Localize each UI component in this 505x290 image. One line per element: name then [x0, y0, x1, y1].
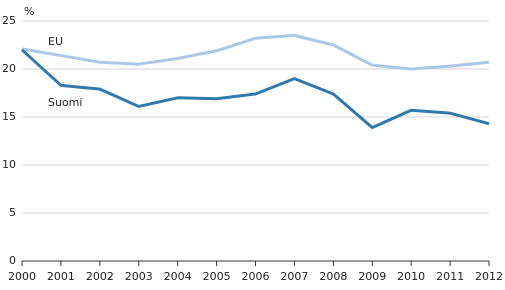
y-tick-label: 20 — [2, 62, 16, 75]
x-tick-label: 2008 — [319, 270, 347, 283]
x-tick-label: 2003 — [125, 270, 153, 283]
y-tick-label: 10 — [2, 158, 16, 171]
x-tick-label: 2005 — [203, 270, 231, 283]
x-tick-label: 2011 — [436, 270, 464, 283]
x-tick-label: 2006 — [242, 270, 270, 283]
series-line — [21, 33, 490, 71]
x-tick-label: 2009 — [358, 270, 386, 283]
x-tick-label: 2000 — [8, 270, 36, 283]
x-tick-label: 2010 — [397, 270, 425, 283]
series-label: EU — [48, 35, 63, 48]
y-axis-label: % — [24, 5, 34, 18]
x-tick-label: 2007 — [280, 270, 308, 283]
series-line — [20, 48, 490, 130]
y-tick-label: 25 — [2, 14, 16, 27]
x-tick-label: 2002 — [86, 270, 114, 283]
x-tick-label: 2004 — [164, 270, 192, 283]
y-tick-label: 5 — [9, 206, 16, 219]
y-tick-label: 15 — [2, 110, 16, 123]
y-tick-label: 0 — [9, 254, 16, 267]
x-tick-label: 2001 — [47, 270, 75, 283]
series-label: Suomi — [48, 96, 82, 109]
x-tick-label: 2012 — [475, 270, 503, 283]
